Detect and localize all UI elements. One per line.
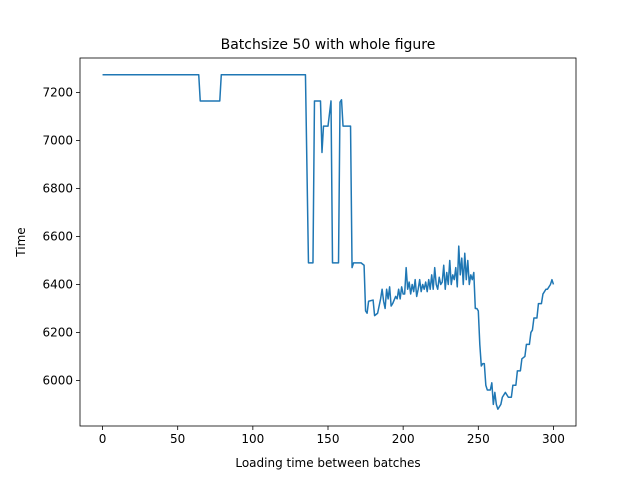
x-axis-label: Loading time between batches <box>235 456 420 470</box>
y-tick-label: 6800 <box>42 182 73 196</box>
y-tick-label: 6000 <box>42 373 73 387</box>
y-tick-label: 6200 <box>42 325 73 339</box>
x-tick-label: 150 <box>317 432 340 446</box>
x-tick-label: 250 <box>467 432 490 446</box>
y-tick-label: 6600 <box>42 229 73 243</box>
chart-title: Batchsize 50 with whole figure <box>221 37 436 53</box>
x-tick-label: 300 <box>542 432 565 446</box>
y-tick-label: 7000 <box>42 134 73 148</box>
y-tick-label: 7200 <box>42 86 73 100</box>
line <box>102 74 555 410</box>
x-tick-label: 200 <box>392 432 415 446</box>
y-axis-label: Time <box>14 227 28 257</box>
y-tick-label: 6400 <box>42 277 73 291</box>
plot-frame <box>79 57 577 427</box>
x-tick-label: 50 <box>170 432 185 446</box>
x-tick-label: 0 <box>99 432 107 446</box>
x-tick-label: 100 <box>241 432 264 446</box>
